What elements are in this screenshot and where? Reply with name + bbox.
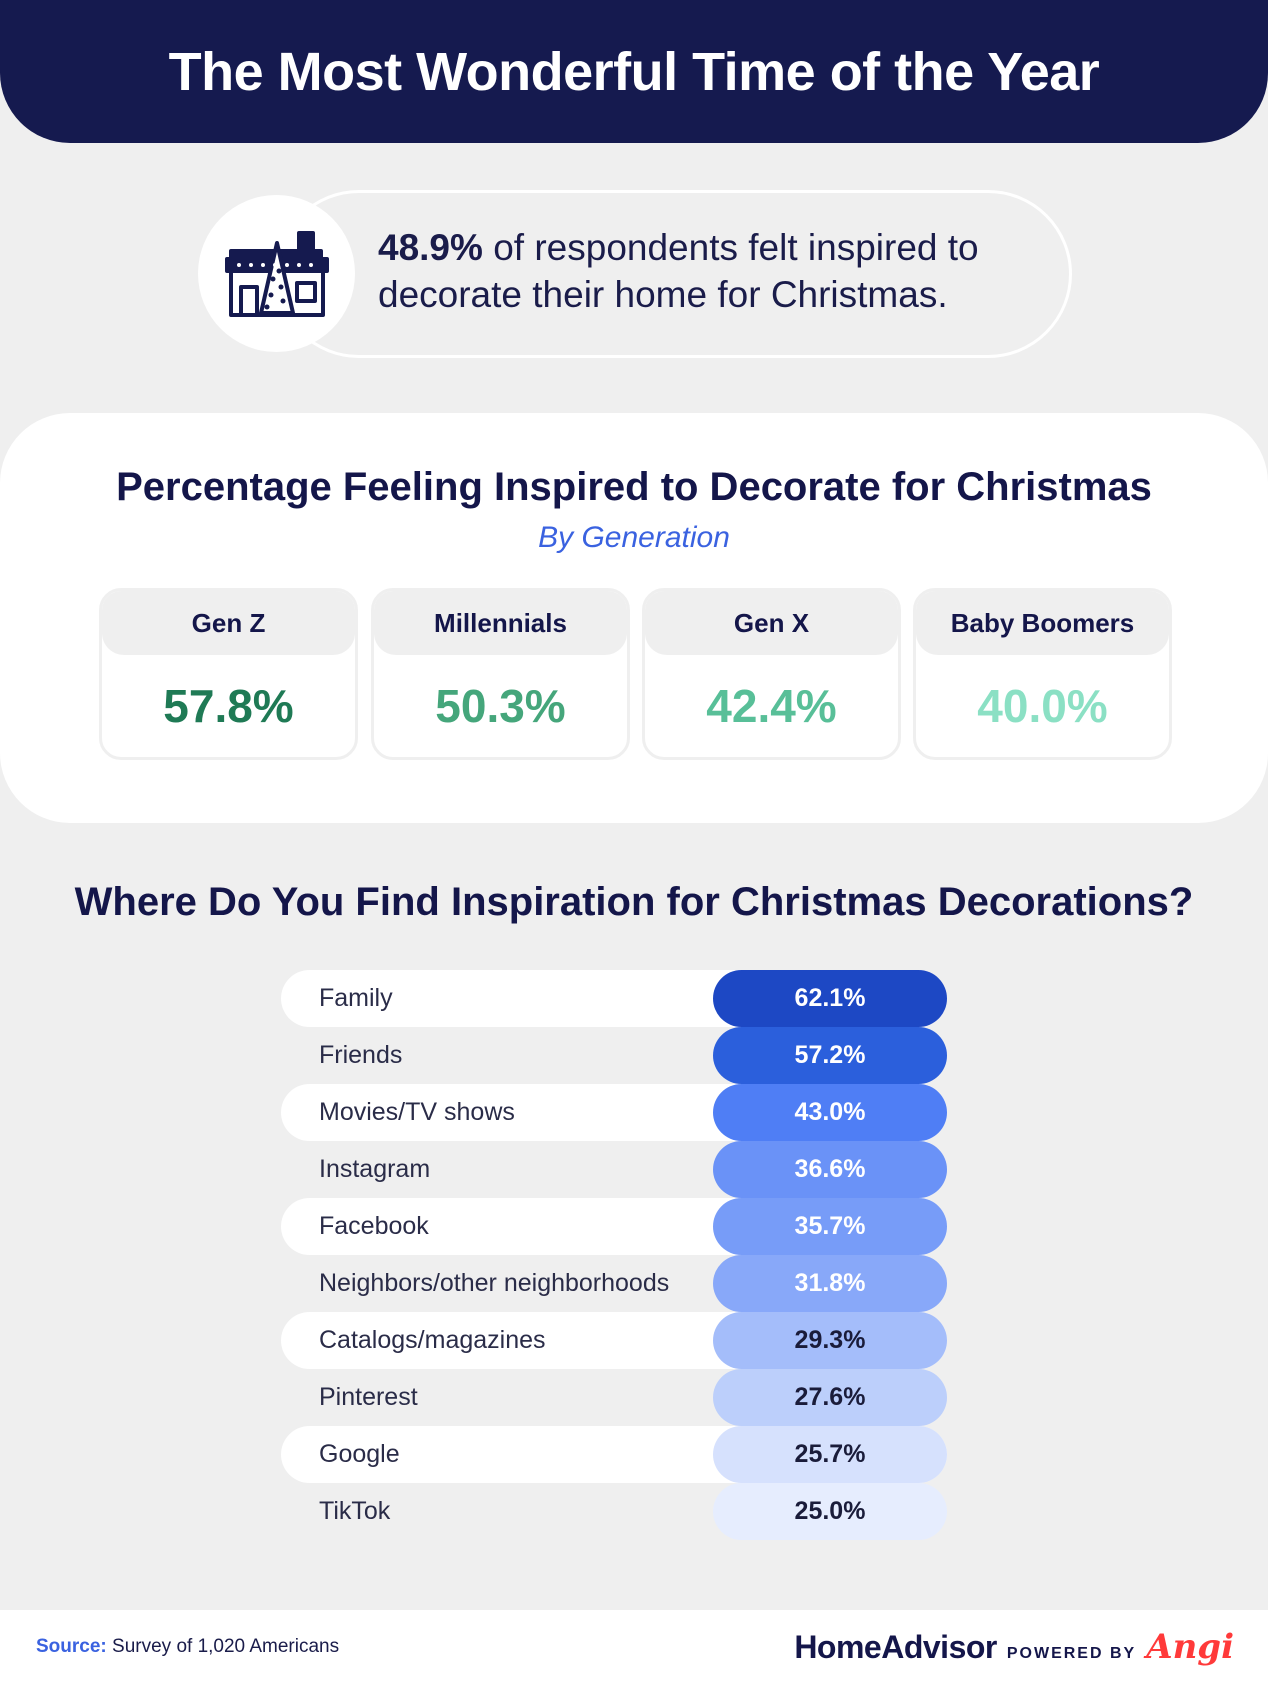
header-banner: The Most Wonderful Time of the Year (0, 0, 1268, 143)
inspiration-title: Where Do You Find Inspiration for Christ… (74, 880, 1194, 924)
row-value-pill: 29.3% (713, 1312, 947, 1369)
powered-by-text: POWERED BY (1006, 1645, 1137, 1662)
row-value-pill: 31.8% (713, 1255, 947, 1312)
footer (0, 1610, 1268, 1690)
gen-card-label: Gen X (645, 591, 898, 655)
page-title: The Most Wonderful Time of the Year (168, 41, 1100, 102)
row-value-pill: 36.6% (713, 1141, 947, 1198)
gen-card-value: 40.0% (977, 680, 1108, 732)
brand-logo: HomeAdvisor POWERED BY Angi (794, 1627, 1234, 1667)
table-row: Movies/TV shows 43.0% (281, 1084, 947, 1141)
row-label: Google (319, 1440, 400, 1468)
stat-value: 48.9% (378, 227, 483, 268)
gen-card-millennials: Millennials 50.3% (371, 588, 630, 760)
table-row: Catalogs/magazines 29.3% (281, 1312, 947, 1369)
gen-card-gen-x: Gen X 42.4% (642, 588, 901, 760)
row-label: Instagram (319, 1155, 431, 1183)
row-label: Facebook (319, 1212, 429, 1240)
gen-card-label: Gen Z (102, 591, 355, 655)
row-label: Catalogs/magazines (319, 1326, 546, 1354)
row-label: Movies/TV shows (319, 1098, 515, 1126)
gen-card-value: 42.4% (706, 680, 837, 732)
gen-card-baby-boomers: Baby Boomers 40.0% (913, 588, 1172, 760)
row-label: Neighbors/other neighborhoods (319, 1269, 670, 1297)
row-value-pill: 43.0% (713, 1084, 947, 1141)
gen-card-label: Baby Boomers (916, 591, 1169, 655)
gen-card-value: 57.8% (163, 680, 294, 732)
row-value-pill: 25.0% (713, 1483, 947, 1540)
stat-text: 48.9% of respondents felt inspired to de… (378, 224, 1028, 318)
row-label: Pinterest (319, 1383, 418, 1411)
row-label: TikTok (319, 1497, 391, 1525)
generation-section: Percentage Feeling Inspired to Decorate … (0, 413, 1268, 823)
generation-title: Percentage Feeling Inspired to Decorate … (116, 465, 1152, 509)
table-row: Instagram 36.6% (281, 1141, 947, 1198)
table-row: Friends 57.2% (281, 1027, 947, 1084)
table-row: Family 62.1% (281, 970, 947, 1027)
table-row: Pinterest 27.6% (281, 1369, 947, 1426)
row-value-pill: 25.7% (713, 1426, 947, 1483)
source-label: Source: (36, 1636, 107, 1657)
row-label: Friends (319, 1041, 403, 1069)
table-row: Facebook 35.7% (281, 1198, 947, 1255)
gen-card-gen-z: Gen Z 57.8% (99, 588, 358, 760)
row-value-pill: 27.6% (713, 1369, 947, 1426)
table-row: TikTok 25.0% (281, 1483, 947, 1540)
table-row: Neighbors/other neighborhoods 31.8% (281, 1255, 947, 1312)
row-value-pill: 62.1% (713, 970, 947, 1027)
stat-icon-circle (198, 195, 355, 352)
source-text: Survey of 1,020 Americans (106, 1636, 340, 1657)
homeadvisor-logo: HomeAdvisor (794, 1629, 997, 1665)
generation-subtitle: By Generation (538, 521, 730, 554)
angi-logo: Angi (1146, 1627, 1234, 1667)
row-value-pill: 35.7% (713, 1198, 947, 1255)
row-value-pill: 57.2% (713, 1027, 947, 1084)
gen-card-label: Millennials (374, 591, 627, 655)
stat-description: of respondents felt inspired to decorate… (378, 227, 979, 315)
house-with-christmas-tree-icon (224, 230, 329, 317)
row-label: Family (319, 984, 393, 1012)
source-note: Source: Survey of 1,020 Americans (36, 1636, 339, 1658)
gen-card-value: 50.3% (435, 680, 566, 732)
stat-callout (275, 190, 1072, 358)
table-row: Google 25.7% (281, 1426, 947, 1483)
